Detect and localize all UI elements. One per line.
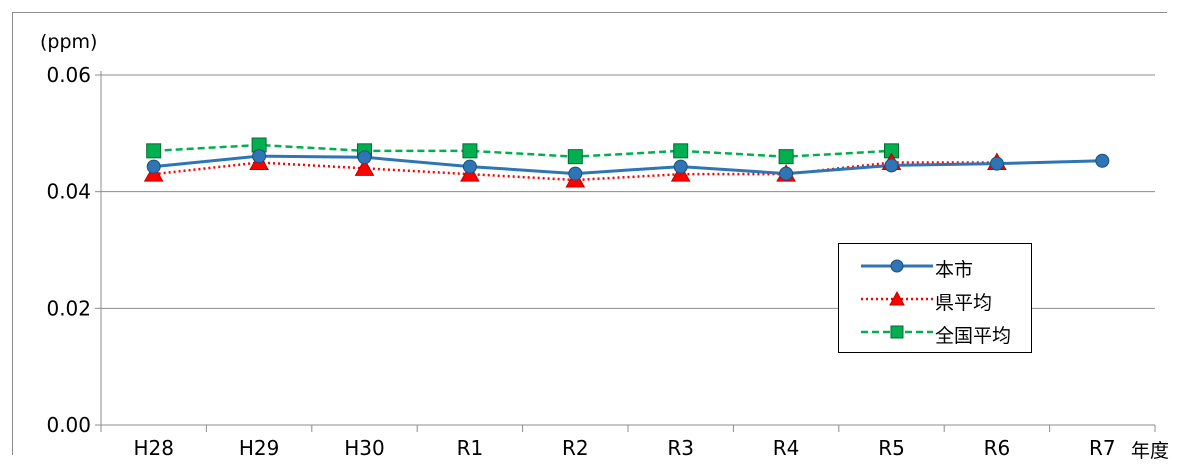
y-tick-labels: 0.00 0.02 0.04 0.06 bbox=[46, 63, 91, 437]
y-tick-label: 0.06 bbox=[46, 63, 91, 87]
triangle-marker-icon bbox=[861, 290, 933, 306]
data-point bbox=[778, 149, 794, 165]
series-line bbox=[153, 143, 892, 158]
square-marker-icon bbox=[861, 325, 933, 339]
axes bbox=[95, 71, 1156, 432]
x-tick-label: H29 bbox=[239, 436, 280, 460]
x-tick-label: R3 bbox=[667, 436, 694, 460]
legend: 本市 県平均 全国平均 bbox=[838, 243, 1032, 353]
data-point bbox=[146, 143, 162, 159]
series-2 bbox=[153, 143, 892, 158]
y-unit-label: (ppm) bbox=[40, 31, 97, 53]
x-tick-label: H28 bbox=[133, 436, 174, 460]
data-point bbox=[1095, 153, 1110, 168]
data-point bbox=[673, 159, 688, 174]
y-tick-label: 0.04 bbox=[46, 180, 91, 204]
series-layer bbox=[143, 137, 1110, 188]
chart-frame bbox=[12, 12, 1167, 455]
data-point bbox=[673, 143, 689, 159]
x-tick-label: R4 bbox=[773, 436, 800, 460]
data-point bbox=[462, 143, 478, 159]
legend-item-national-average: 全国平均 bbox=[839, 317, 1031, 347]
legend-item-prefecture-average: 県平均 bbox=[839, 284, 1031, 314]
series-line bbox=[153, 161, 997, 182]
legend-label: 本市 bbox=[935, 259, 974, 281]
x-tick-label: R6 bbox=[984, 436, 1011, 460]
x-tick-labels: H28 H29 H30 R1 R2 R3 R4 R5 R6 R7 bbox=[133, 436, 1115, 460]
x-tick-label: H30 bbox=[344, 436, 385, 460]
series-line bbox=[153, 154, 1103, 176]
data-point bbox=[568, 166, 583, 181]
y-tick-label: 0.00 bbox=[46, 413, 91, 437]
data-point bbox=[357, 150, 372, 165]
x-tick-label: R5 bbox=[878, 436, 905, 460]
data-point bbox=[567, 149, 583, 165]
circle-marker-icon bbox=[861, 259, 933, 273]
data-point bbox=[462, 159, 477, 174]
x-tick-label: R1 bbox=[457, 436, 484, 460]
x-axis-title: 年度 bbox=[1131, 440, 1169, 462]
x-tick-label: R2 bbox=[562, 436, 589, 460]
data-point bbox=[146, 159, 161, 174]
data-point bbox=[779, 166, 794, 181]
legend-label: 全国平均 bbox=[935, 325, 1012, 347]
legend-item-honshi: 本市 bbox=[839, 251, 1031, 281]
y-tick-label: 0.02 bbox=[46, 296, 91, 320]
data-point bbox=[989, 156, 1004, 171]
data-point bbox=[354, 158, 375, 176]
series-markers-0 bbox=[146, 149, 1110, 181]
series-0 bbox=[153, 154, 1103, 176]
data-point bbox=[884, 158, 899, 173]
series-1 bbox=[153, 161, 997, 182]
data-point bbox=[252, 149, 267, 164]
x-tick-label: R7 bbox=[1089, 436, 1116, 460]
legend-label: 県平均 bbox=[935, 292, 993, 314]
